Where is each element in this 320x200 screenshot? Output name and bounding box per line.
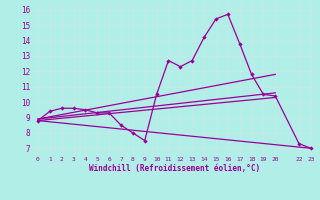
X-axis label: Windchill (Refroidissement éolien,°C): Windchill (Refroidissement éolien,°C) xyxy=(89,164,260,173)
